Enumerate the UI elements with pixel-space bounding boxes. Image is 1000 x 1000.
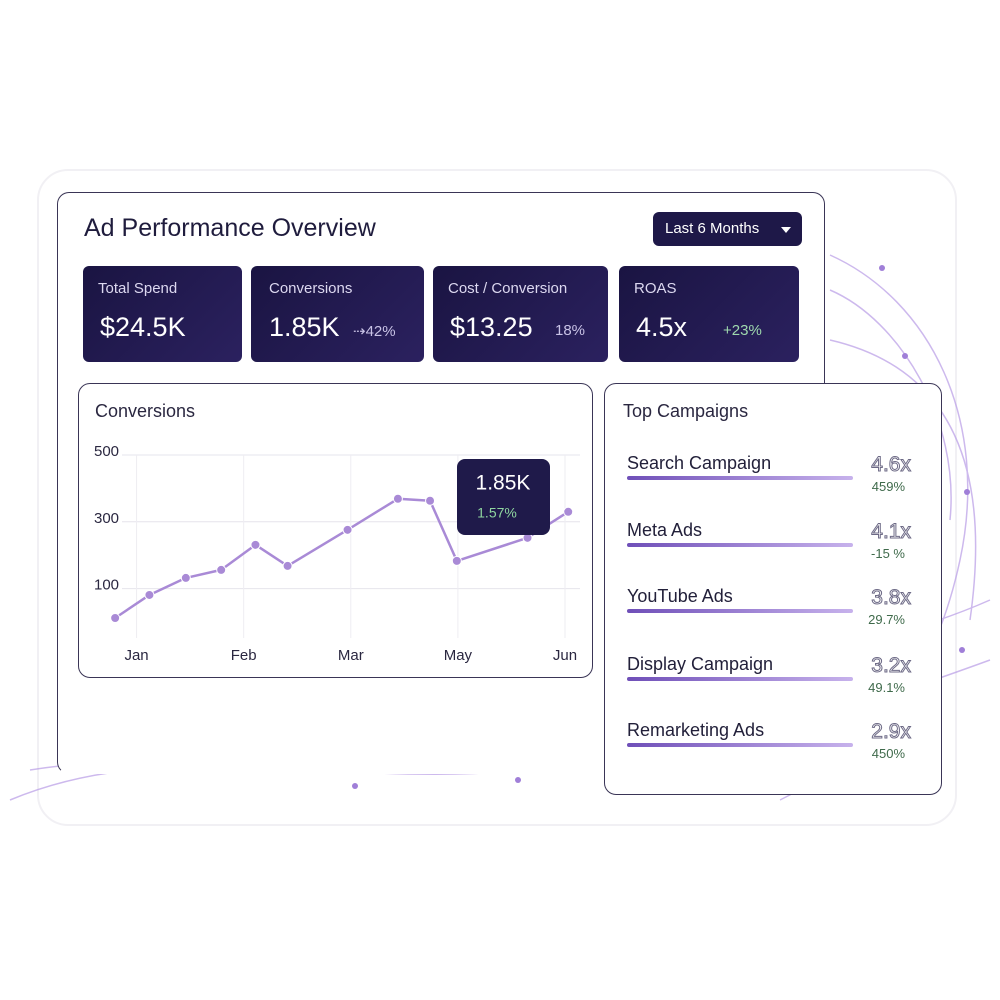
- campaign-roas: 2.9x: [871, 720, 912, 744]
- point: [392, 493, 403, 504]
- point: [451, 555, 462, 566]
- x-tick-label: Jan: [124, 647, 148, 664]
- y-tick-label: 300: [94, 510, 119, 527]
- kpi-label: Total Spend: [98, 280, 178, 297]
- campaign-roas: 4.1x: [871, 520, 912, 544]
- campaigns-card: [604, 383, 942, 795]
- campaign-row: Remarketing Ads 2.9x 450%: [627, 720, 917, 780]
- campaign-name: Remarketing Ads: [627, 720, 765, 740]
- page-title: Ad Performance Overview: [84, 214, 376, 242]
- campaign-bar: [627, 543, 853, 547]
- campaign-roas: 3.2x: [871, 654, 912, 678]
- campaigns-title: Top Campaigns: [623, 401, 749, 421]
- campaign-bar: [627, 743, 853, 747]
- point: [425, 495, 436, 506]
- kpi-label: Conversions: [269, 280, 353, 297]
- caret[interactable]: [781, 227, 791, 233]
- point: [250, 539, 261, 550]
- chart-title: Conversions: [95, 401, 196, 421]
- kpi-value: 4.5x: [636, 312, 688, 342]
- tooltip: [457, 459, 550, 535]
- tooltip-change: 1.57%: [477, 505, 517, 521]
- range-dropdown[interactable]: Last 6 Months: [653, 212, 802, 246]
- campaign-roas: 3.8x: [871, 586, 912, 610]
- kpi-card: Conversions 1.85K ⇢42%: [251, 266, 424, 362]
- campaign-row: Display Campaign 3.2x 49.1%: [627, 654, 917, 714]
- kpi-card: Total Spend $24.5K: [83, 266, 242, 362]
- range-label[interactable]: Last 6 Months: [665, 220, 760, 237]
- campaign-name: YouTube Ads: [627, 586, 733, 606]
- campaign-roas: 4.6x: [871, 453, 912, 477]
- point: [144, 589, 155, 600]
- campaign-row: Search Campaign 4.6x 459%: [627, 453, 917, 513]
- kpi-change: ⇢42%: [353, 323, 396, 340]
- tooltip-value: 1.85K: [476, 472, 531, 495]
- kpi-value: $24.5K: [100, 312, 186, 342]
- line: [114, 497, 569, 620]
- kpi-value: 1.85K: [269, 312, 340, 342]
- campaign-change: 49.1%: [868, 680, 905, 695]
- campaign-name: Display Campaign: [627, 654, 774, 674]
- campaign-change: 459%: [871, 479, 905, 494]
- campaign-bar: [627, 677, 853, 681]
- kpi-label: Cost / Conversion: [448, 280, 568, 297]
- point: [342, 524, 353, 535]
- campaign-name: Search Campaign: [627, 453, 772, 473]
- kpi-card: Cost / Conversion $13.25 18%: [433, 266, 608, 362]
- campaign-row: Meta Ads 4.1x -15 %: [627, 520, 917, 580]
- x-tick-label: Jun: [553, 647, 577, 664]
- x-tick-label: Mar: [338, 647, 364, 664]
- campaign-name: Meta Ads: [627, 520, 703, 540]
- point: [110, 612, 121, 623]
- kpi-change: +23%: [723, 322, 762, 339]
- campaign-change: -15 %: [871, 546, 905, 561]
- kpi-label: ROAS: [634, 280, 677, 297]
- kpi-card: ROAS 4.5x +23%: [619, 266, 799, 362]
- kpi-value: $13.25: [450, 312, 533, 342]
- point: [216, 564, 227, 575]
- campaign-change: 450%: [871, 746, 905, 761]
- point: [282, 560, 293, 571]
- x-tick-label: Feb: [231, 647, 257, 664]
- x-tick-label: May: [444, 647, 473, 664]
- kpi-change: 18%: [555, 322, 586, 339]
- y-tick-label: 100: [94, 577, 119, 594]
- campaign-bar: [627, 609, 853, 613]
- point: [563, 506, 574, 517]
- campaign-bar: [627, 476, 853, 480]
- point: [180, 572, 191, 583]
- y-tick-label: 500: [94, 443, 119, 460]
- campaign-row: YouTube Ads 3.8x 29.7%: [627, 586, 917, 646]
- campaign-change: 29.7%: [868, 612, 905, 627]
